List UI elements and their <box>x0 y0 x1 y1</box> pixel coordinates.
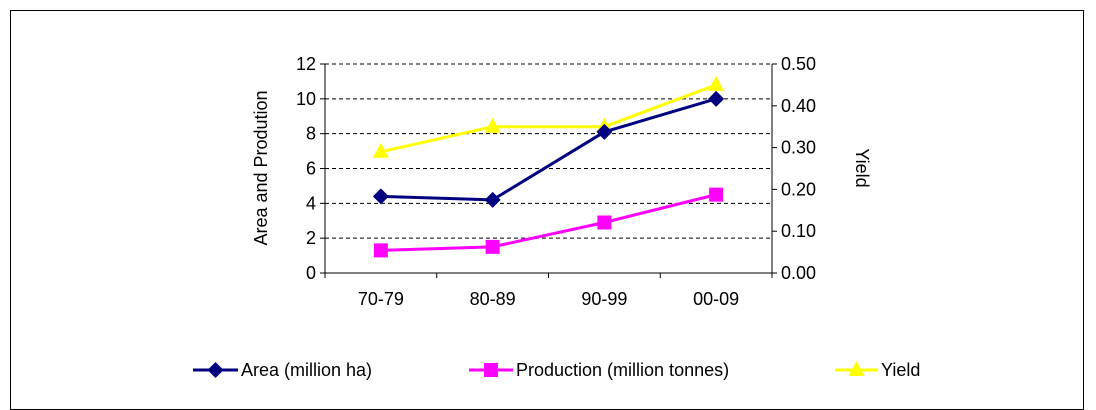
data-point-diamond <box>372 188 389 205</box>
y-tick-label: 2 <box>306 228 316 248</box>
data-point-diamond <box>708 90 725 107</box>
x-tick-label: 80-89 <box>470 289 516 309</box>
y2-tick-label: 0.00 <box>781 263 816 283</box>
y-tick-label: 12 <box>296 54 316 74</box>
y2-axis-label: Yield <box>852 148 872 187</box>
y2-tick-label: 0.10 <box>781 221 816 241</box>
grid-lines <box>325 63 772 239</box>
y-tick-label: 8 <box>306 124 316 144</box>
legend-label: Yield <box>881 360 920 380</box>
y-tick-label: 10 <box>296 89 316 109</box>
x-tick-label: 00-09 <box>693 289 739 309</box>
legend-label: Area (million ha) <box>241 360 372 380</box>
y-tick-label: 0 <box>306 263 316 283</box>
line-chart: 0 2 4 6 8 10 12 0.00 0.10 0.20 0.30 0.40 0.50 70-79 80… <box>193 54 920 380</box>
y2-tick-label: 0.30 <box>781 138 816 158</box>
legend-marker <box>207 362 224 378</box>
tick-labels: 0 2 4 6 8 10 12 0.00 0.10 0.20 0.30 0.40 0.50 70-79 80… <box>296 54 816 309</box>
legend-marker <box>484 363 498 377</box>
legend-label: Production (million tonnes) <box>516 360 729 380</box>
y-tick-label: 6 <box>306 159 316 179</box>
data-point-square <box>597 215 612 230</box>
data-point-diamond <box>484 191 501 208</box>
data-point-triangle <box>708 75 725 91</box>
data-point-square <box>373 243 388 258</box>
data-point-diamond <box>596 123 613 140</box>
y-axis-label: Area and Prodution <box>251 90 271 245</box>
series-line-square <box>380 193 717 252</box>
axes <box>320 63 777 278</box>
y2-tick-label: 0.20 <box>781 179 816 199</box>
data-point-triangle <box>372 142 389 158</box>
y-tick-label: 4 <box>306 193 316 213</box>
y2-tick-label: 0.40 <box>781 96 816 116</box>
series-lines <box>372 75 725 258</box>
legend-marker <box>848 361 865 376</box>
series-line-diamond <box>380 97 717 202</box>
legend: Area (million ha) Production (million ton… <box>193 360 920 380</box>
data-point-triangle <box>484 117 501 133</box>
y2-tick-label: 0.50 <box>781 54 816 74</box>
chart-frame <box>10 10 1084 410</box>
data-point-square <box>485 239 500 254</box>
x-tick-label: 70-79 <box>358 289 404 309</box>
series-line-triangle <box>380 83 717 154</box>
x-tick-label: 90-99 <box>581 289 627 309</box>
data-point-square <box>709 187 724 202</box>
